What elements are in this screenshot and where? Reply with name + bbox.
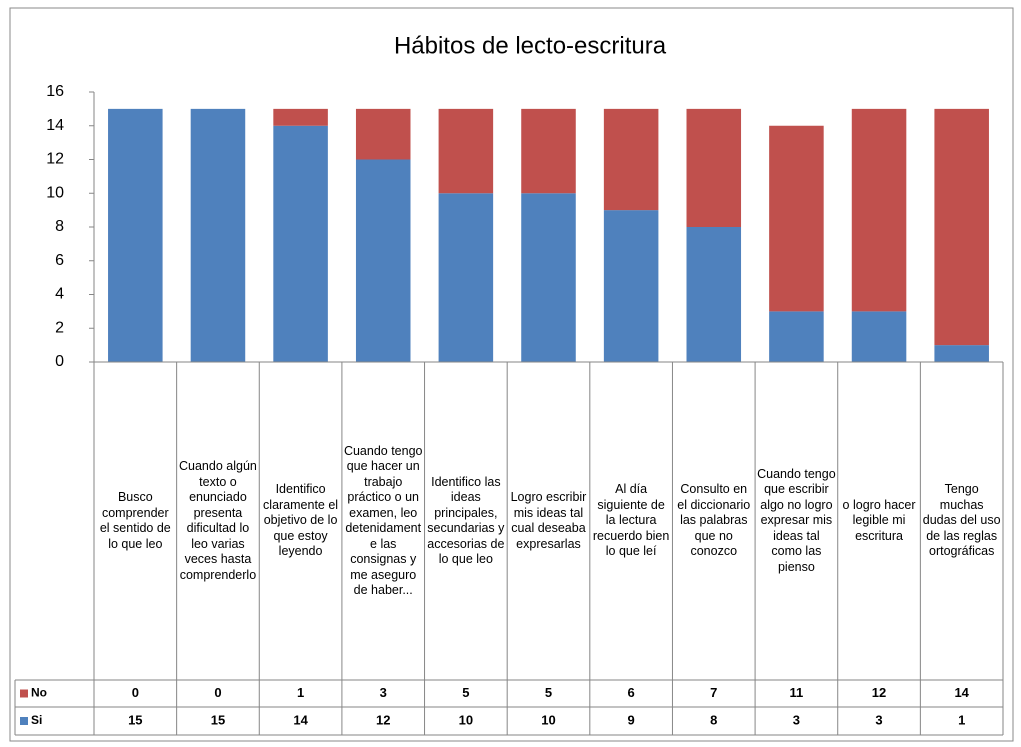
y-tick-label: 6 [55, 252, 64, 269]
legend-label: No [31, 686, 47, 700]
y-tick-label: 4 [55, 286, 64, 303]
category-cell: Consulto en el diccionario las palabras … [677, 482, 751, 559]
table-value: 10 [459, 712, 473, 727]
table-value: 14 [293, 712, 308, 727]
bar-segment [190, 108, 246, 362]
x-tick-label: Logro escribir mis ideas tal cual deseab… [510, 490, 587, 551]
table-value: 1 [297, 685, 304, 700]
chart-title: Hábitos de lecto-escritura [394, 32, 667, 59]
bar-segment [934, 345, 989, 362]
bar-segment [851, 108, 907, 312]
category-cell: Tengo muchas dudas del uso de las reglas… [922, 482, 1001, 559]
table-value: 10 [541, 712, 555, 727]
bar-segment [108, 108, 163, 362]
x-tick-label: Al día siguiente de la lectura recuerdo … [592, 482, 670, 559]
table-value: 3 [793, 712, 800, 727]
x-tick-label: Cuando tengo que hacer un trabajo prácti… [343, 443, 423, 598]
x-tick-label: Consulto en el diccionario las palabras … [677, 482, 751, 559]
table-value: 3 [875, 712, 882, 727]
y-tick-label: 0 [55, 353, 64, 370]
table-value: 0 [132, 685, 139, 700]
legend-swatch [20, 689, 28, 698]
table-value: 9 [628, 712, 635, 727]
y-tick-label: 8 [55, 218, 64, 235]
x-tick-label: Identifico las ideas principales, secund… [427, 474, 505, 567]
bar-segment [769, 311, 824, 362]
x-tick-label: Cuando algún texto o enunciado presenta … [179, 459, 257, 582]
table-value: 15 [211, 712, 225, 727]
y-tick-label: 2 [55, 319, 64, 336]
bar-segment [603, 108, 659, 211]
bar-segment [686, 108, 742, 227]
bar-segment [273, 108, 328, 126]
table-value: 1 [958, 712, 965, 727]
bar-segment [273, 125, 328, 362]
category-cell: Logro escribir mis ideas tal cual deseab… [510, 490, 587, 551]
table-value: 8 [710, 712, 717, 727]
legend-swatch [20, 717, 28, 725]
category-cell: Cuando tengo que escribir algo no logro … [757, 466, 836, 574]
category-cell: Identifico claramente el objetivo de lo … [263, 482, 339, 559]
table-value: 12 [872, 685, 886, 700]
y-tick-label: 16 [46, 83, 64, 100]
table-value: 5 [545, 685, 552, 700]
table-value: 11 [790, 685, 804, 700]
category-cell: Identifico las ideas principales, secund… [427, 474, 505, 567]
bar-segment [851, 311, 907, 362]
category-cell: Cuando tengo que hacer un trabajo prácti… [343, 443, 423, 598]
x-tick-label: Cuando tengo que escribir algo no logro … [757, 466, 836, 574]
legend-label: Si [31, 713, 42, 727]
category-cell: o logro hacer legible mi escritura [842, 497, 916, 543]
y-tick-label: 14 [46, 117, 64, 134]
table-value: 5 [462, 685, 469, 700]
x-tick-label: Identifico claramente el objetivo de lo … [263, 482, 339, 559]
y-tick-label: 12 [46, 151, 64, 168]
x-tick-label: o logro hacer legible mi escritura [842, 497, 916, 543]
table-value: 6 [628, 685, 635, 700]
table-value: 3 [380, 685, 387, 700]
x-tick-label: Busco comprender el sentido de lo que le… [99, 490, 171, 551]
category-cell: Al día siguiente de la lectura recuerdo … [592, 482, 670, 559]
bar-segment [603, 210, 659, 362]
table-value: 14 [954, 685, 969, 700]
category-cell: Busco comprender el sentido de lo que le… [99, 490, 171, 551]
bar-segment [769, 125, 824, 312]
bar-segment [355, 108, 411, 160]
chart-border [9, 7, 1014, 742]
bar-segment [438, 108, 494, 194]
bar-segment [686, 227, 742, 362]
table-value: 12 [376, 712, 390, 727]
category-cell: Cuando algún texto o enunciado presenta … [179, 459, 257, 582]
table-value: 15 [128, 712, 142, 727]
bar-segment [934, 108, 989, 346]
bar-segment [355, 159, 411, 362]
x-tick-label: Tengo muchas dudas del uso de las reglas… [922, 482, 1001, 559]
bar-segment [438, 193, 494, 362]
bar-segment [521, 108, 576, 194]
bar-segment [521, 193, 576, 362]
y-tick-label: 10 [46, 184, 64, 201]
table-value: 0 [214, 685, 221, 700]
table-value: 7 [710, 685, 717, 700]
